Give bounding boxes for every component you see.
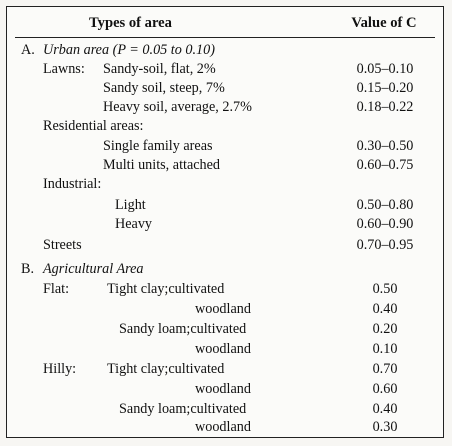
- flat-label: Flat:: [43, 281, 70, 297]
- row-text: Streets: [43, 237, 82, 253]
- row-text: Multi units, attached: [103, 157, 221, 173]
- industrial-heading: Industrial:: [7, 174, 443, 194]
- table-row: Flat: Tight clay;cultivated 0.50: [7, 279, 443, 299]
- table-header: Types of area Value of C: [7, 13, 443, 33]
- value-of-c-header: Value of C: [351, 15, 417, 31]
- row-value: 0.70–0.95: [356, 237, 414, 253]
- table-row: woodland 0.10: [7, 339, 443, 359]
- section-a-letter: A.: [21, 42, 35, 58]
- residential-label: Residential areas:: [43, 118, 144, 134]
- row-value: 0.70: [372, 361, 398, 377]
- row-text: woodland: [195, 301, 251, 317]
- industrial-label: Industrial:: [43, 176, 102, 192]
- table-row: woodland 0.60: [7, 379, 443, 399]
- row-text: Sandy loam;cultivated: [119, 401, 247, 417]
- row-value: 0.60: [372, 381, 398, 397]
- residential-heading: Residential areas:: [7, 116, 443, 136]
- header-rule: [15, 37, 435, 38]
- row-text: woodland: [195, 381, 251, 397]
- row-text: Tight clay;cultivated: [107, 281, 225, 297]
- row-text: woodland: [195, 419, 251, 435]
- row-value: 0.30–0.50: [356, 138, 414, 154]
- table-row: woodland 0.40: [7, 299, 443, 319]
- table-row: woodland 0.30: [7, 417, 443, 437]
- hilly-label: Hilly:: [43, 361, 77, 377]
- row-value: 0.40: [372, 401, 398, 417]
- row-text: Sandy-soil, flat, 2%: [103, 61, 216, 77]
- table-row: Sandy soil, steep, 7% 0.15–0.20: [7, 78, 443, 98]
- table-row: Hilly: Tight clay;cultivated 0.70: [7, 359, 443, 379]
- row-text: Sandy soil, steep, 7%: [103, 80, 225, 96]
- table-row: Single family areas 0.30–0.50: [7, 136, 443, 156]
- table-row: Streets 0.70–0.95: [7, 235, 443, 255]
- row-value: 0.15–0.20: [356, 80, 414, 96]
- table-row: Heavy soil, average, 2.7% 0.18–0.22: [7, 97, 443, 117]
- row-text: Sandy loam;cultivated: [119, 321, 247, 337]
- table-row: Sandy loam;cultivated 0.20: [7, 319, 443, 339]
- row-value: 0.10: [372, 341, 398, 357]
- table-row: Light 0.50–0.80: [7, 195, 443, 215]
- row-value: 0.60–0.90: [356, 216, 414, 232]
- row-value: 0.20: [372, 321, 398, 337]
- row-value: 0.18–0.22: [356, 99, 414, 115]
- row-value: 0.40: [372, 301, 398, 317]
- table-row: Heavy 0.60–0.90: [7, 214, 443, 234]
- types-of-area-header: Types of area: [89, 15, 172, 31]
- table-row: Multi units, attached 0.60–0.75: [7, 155, 443, 175]
- row-text: Tight clay;cultivated: [107, 361, 225, 377]
- row-value: 0.60–0.75: [356, 157, 414, 173]
- section-a-title: Urban area (P = 0.05 to 0.10): [43, 42, 215, 58]
- lawns-label: Lawns:: [43, 61, 85, 77]
- section-a-heading: A. Urban area (P = 0.05 to 0.10): [7, 40, 443, 60]
- row-text: Heavy: [115, 216, 153, 232]
- row-text: woodland: [195, 341, 251, 357]
- row-text: Heavy soil, average, 2.7%: [103, 99, 252, 115]
- row-text: Single family areas: [103, 138, 213, 154]
- section-b-letter: B.: [21, 261, 35, 277]
- row-value: 0.05–0.10: [356, 61, 414, 77]
- row-value: 0.30: [372, 419, 398, 435]
- section-b-title: Agricultural Area: [43, 261, 144, 277]
- section-b-heading: B. Agricultural Area: [7, 259, 443, 279]
- runoff-coefficient-table: Types of area Value of C A. Urban area (…: [6, 6, 444, 438]
- table-row: Lawns: Sandy-soil, flat, 2% 0.05–0.10: [7, 59, 443, 79]
- table-row: Sandy loam;cultivated 0.40: [7, 399, 443, 419]
- row-value: 0.50–0.80: [356, 197, 414, 213]
- row-value: 0.50: [372, 281, 398, 297]
- row-text: Light: [115, 197, 146, 213]
